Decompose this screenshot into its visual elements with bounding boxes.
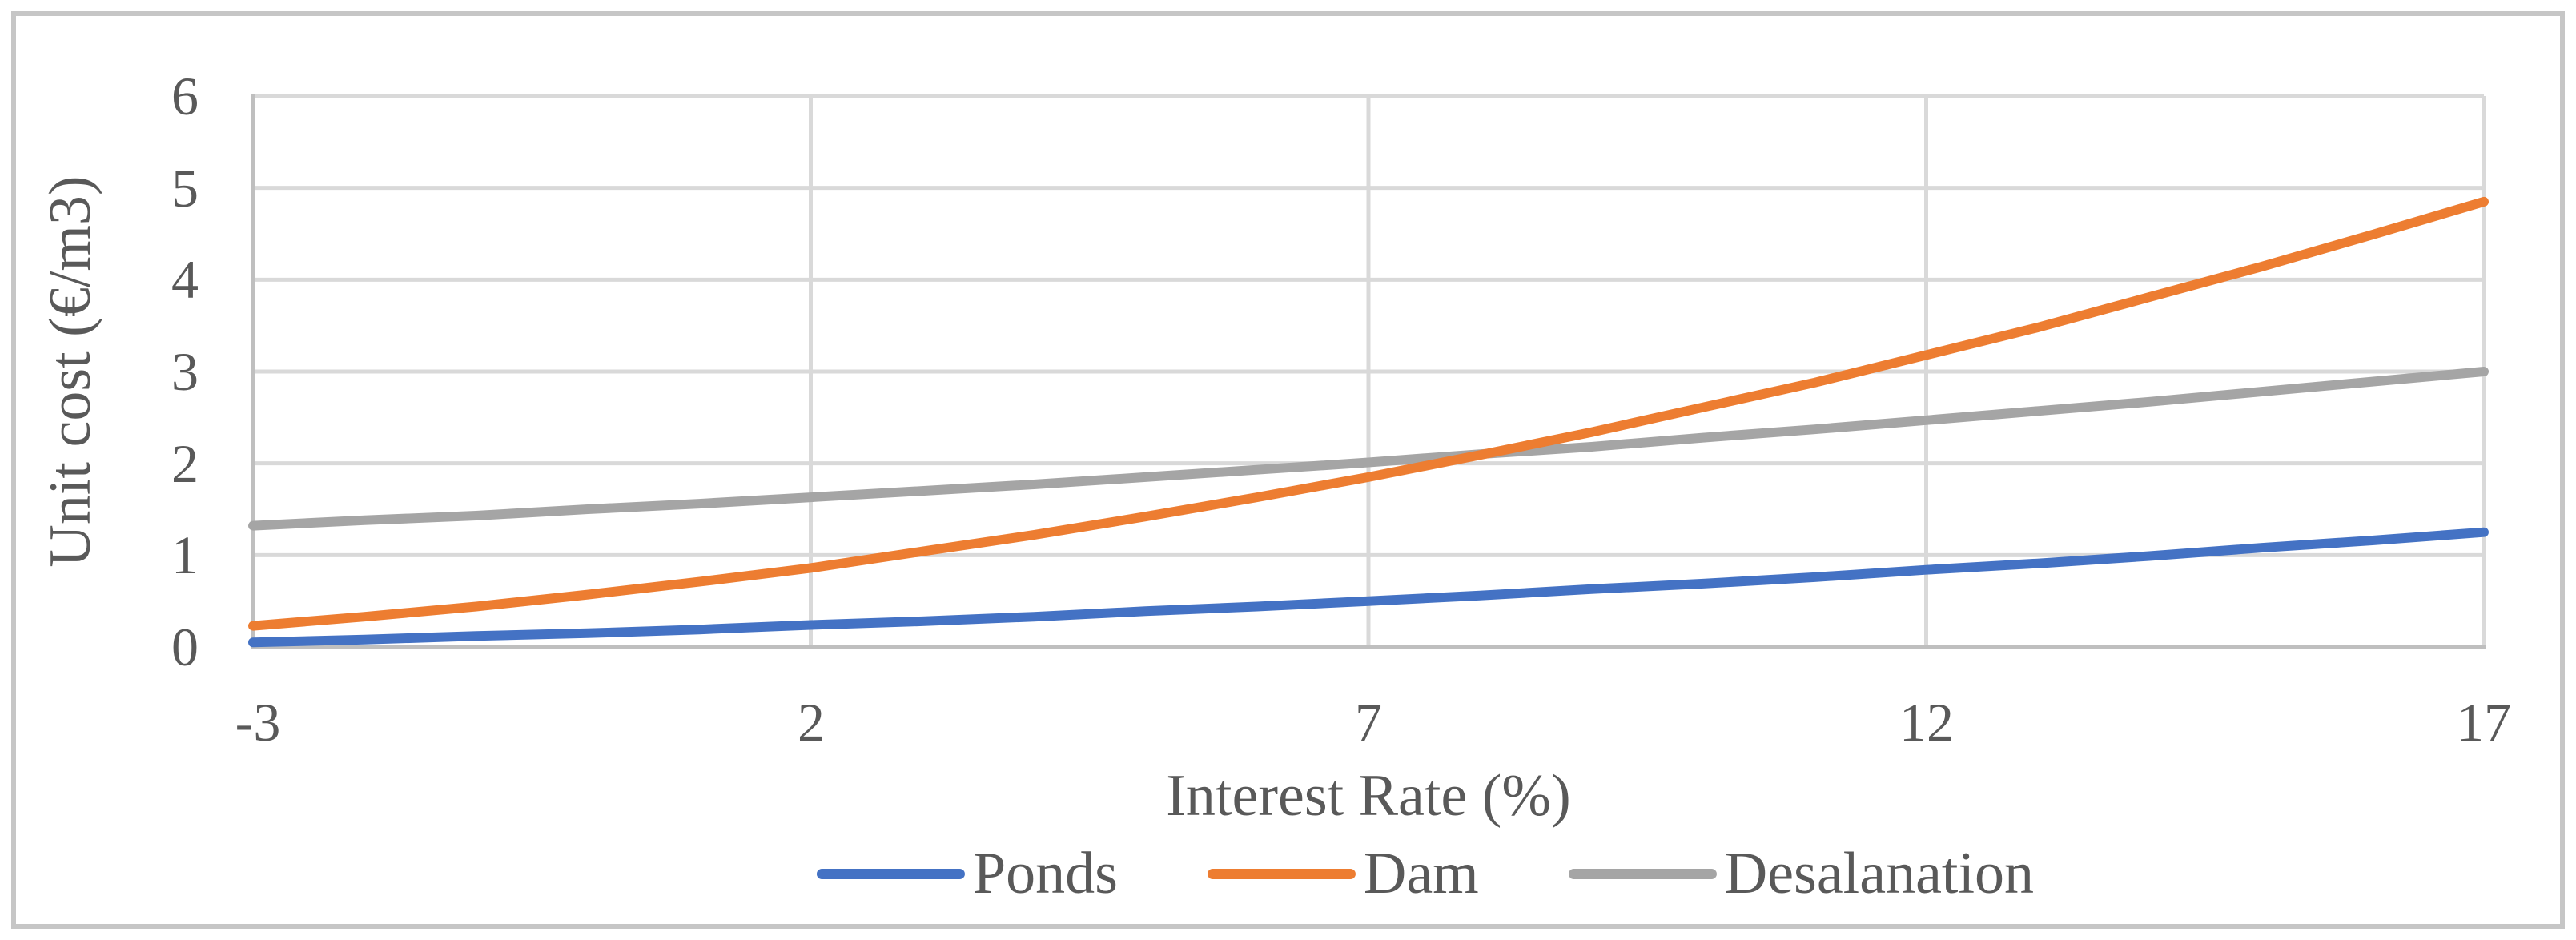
dam-series-line <box>248 196 2489 631</box>
legend-item-desalanation: Desalanation <box>1568 841 2035 906</box>
ponds-line-swatch-icon <box>816 868 965 879</box>
x-tick-label: 2 <box>798 692 825 753</box>
y-tick-label: 3 <box>171 341 199 402</box>
x-tick-label: 12 <box>1899 692 1954 753</box>
y-tick-label: 2 <box>171 433 199 494</box>
y-tick-label: 6 <box>171 66 199 127</box>
legend-item-dam: Dam <box>1207 841 1479 906</box>
legend-label-dam: Dam <box>1363 841 1479 906</box>
y-tick-label: 1 <box>171 524 199 585</box>
legend-label-ponds: Ponds <box>972 841 1118 906</box>
y-axis-title: Unit cost (€/m3) <box>38 175 103 568</box>
y-tick-label: 4 <box>171 249 199 310</box>
dam-line-swatch-icon <box>1207 868 1356 879</box>
desalanation-line-swatch-icon <box>1568 868 1717 879</box>
legend-item-ponds: Ponds <box>816 841 1118 906</box>
y-tick-label: 5 <box>171 158 199 219</box>
x-tick-label: -3 <box>235 692 281 753</box>
desalanation-series-line <box>248 367 2489 531</box>
x-tick-label: 17 <box>2457 692 2511 753</box>
ponds-series-line <box>248 527 2489 648</box>
x-tick-label: 7 <box>1355 692 1382 753</box>
legend-label-desalanation: Desalanation <box>1724 841 2035 906</box>
y-tick-label: 0 <box>171 617 199 677</box>
x-axis-title: Interest Rate (%) <box>1166 763 1571 829</box>
legend: Ponds Dam Desalanation <box>816 841 2035 906</box>
